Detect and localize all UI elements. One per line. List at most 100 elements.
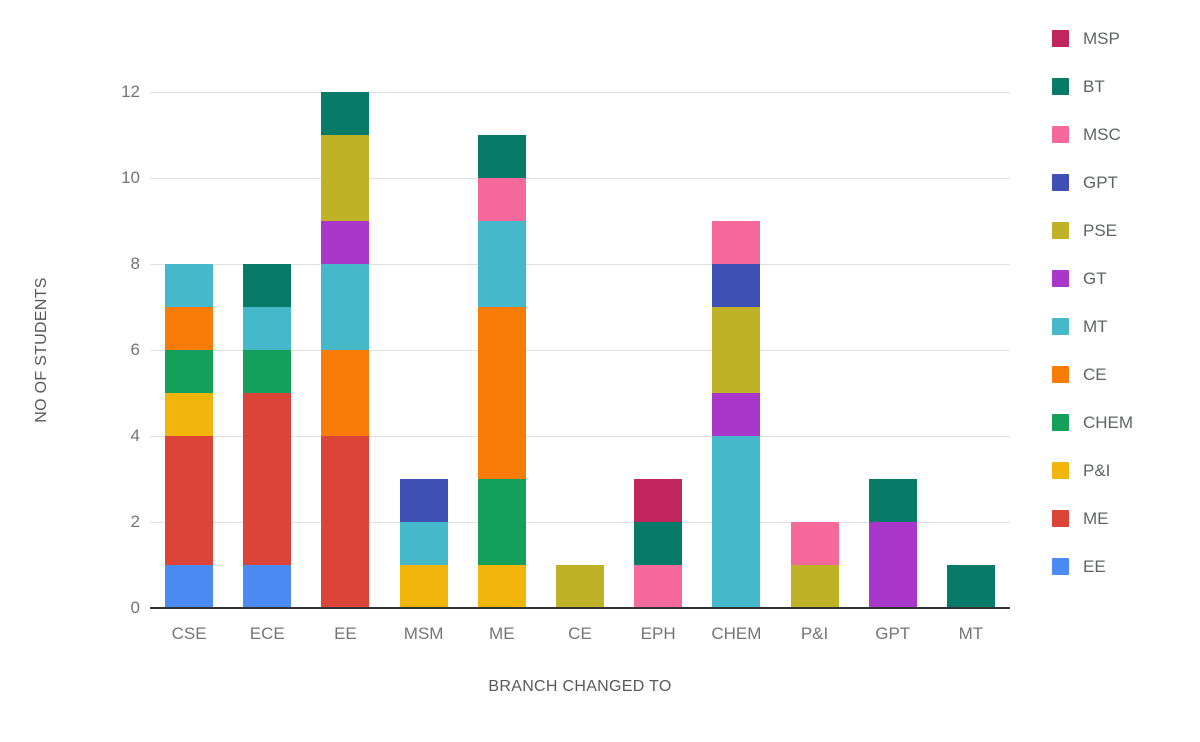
- bar-segment-ME-CHEM[interactable]: [477, 479, 526, 565]
- legend-item-MSP[interactable]: MSP: [1052, 28, 1133, 48]
- legend-item-PSE[interactable]: PSE: [1052, 221, 1133, 240]
- x-category-label-MT: MT: [958, 624, 984, 643]
- legend-swatch-icon: [1052, 126, 1069, 143]
- bar-segment-EPH-MSC[interactable]: [634, 565, 683, 608]
- legend-label: GPT: [1083, 172, 1118, 192]
- legend-label: BT: [1083, 76, 1105, 96]
- bar-segment-EE-ME[interactable]: [321, 436, 370, 608]
- bar-MSM: [399, 479, 448, 608]
- legend-label: MSP: [1083, 28, 1120, 48]
- legend-item-P&I[interactable]: P&I: [1052, 461, 1133, 480]
- legend-swatch-icon: [1052, 318, 1069, 335]
- bar-segment-EE-PSE[interactable]: [321, 135, 370, 221]
- gridline-4: [150, 436, 1010, 437]
- legend-label: CHEM: [1083, 412, 1134, 432]
- x-axis-line: [150, 607, 1010, 609]
- bar-segment-CHEM-PSE[interactable]: [712, 307, 761, 393]
- bar-segment-ECE-ME[interactable]: [243, 393, 292, 565]
- x-category-label-EE: EE: [334, 624, 357, 643]
- y-tick-label-12: 12: [121, 82, 140, 101]
- bar-segment-CSE-CHEM[interactable]: [165, 350, 214, 393]
- bar-EE: [321, 92, 370, 608]
- bar-segment-ME-MT[interactable]: [477, 221, 526, 307]
- x-category-label-ECE: ECE: [249, 624, 285, 643]
- legend-item-CHEM[interactable]: CHEM: [1052, 412, 1134, 432]
- legend-item-EE[interactable]: EE: [1052, 556, 1133, 576]
- legend-label: MT: [1083, 316, 1108, 336]
- x-category-label-CE: CE: [568, 624, 592, 643]
- legend-item-MT[interactable]: MT: [1052, 316, 1133, 336]
- y-tick-label-2: 2: [130, 512, 140, 531]
- legend-swatch-icon: [1052, 366, 1069, 383]
- bar-segment-EPH-MSP[interactable]: [634, 479, 683, 522]
- legend-item-ME[interactable]: ME: [1052, 508, 1133, 528]
- legend: MSP BT MSC GPT PSE GT MT CE CHEM P&I ME EE: [1052, 28, 1134, 606]
- bar-segment-ECE-BT[interactable]: [243, 264, 292, 307]
- legend-swatch-icon: [1052, 270, 1069, 287]
- x-category-label-GPT: GPT: [875, 624, 911, 643]
- bar-CSE: [165, 264, 214, 608]
- bar-segment-EE-CE[interactable]: [321, 350, 370, 436]
- y-tick-label-0: 0: [130, 598, 140, 617]
- x-category-label-P&I: P&I: [800, 624, 829, 643]
- legend-item-GT[interactable]: GT: [1052, 268, 1133, 288]
- bar-segment-ME-CE[interactable]: [477, 307, 526, 479]
- bar-segment-CSE-ME[interactable]: [165, 436, 214, 565]
- bar-segment-EE-BT[interactable]: [321, 92, 370, 135]
- y-tick-label-8: 8: [130, 254, 140, 273]
- y-tick-label-10: 10: [121, 168, 140, 187]
- bar-segment-CSE-CE[interactable]: [165, 307, 214, 350]
- bar-segment-CSE-MT[interactable]: [165, 264, 214, 307]
- legend-label: MSC: [1083, 124, 1121, 144]
- legend-label: GT: [1083, 268, 1107, 288]
- bar-segment-GPT-BT[interactable]: [868, 479, 917, 522]
- legend-item-MSC[interactable]: MSC: [1052, 124, 1133, 144]
- bar-segment-EPH-BT[interactable]: [634, 522, 683, 565]
- bar-segment-ECE-MT[interactable]: [243, 307, 292, 350]
- gridline-6: [150, 350, 1010, 351]
- bar-ME: [477, 135, 526, 608]
- bar-segment-EE-GT[interactable]: [321, 221, 370, 264]
- bar-segment-CHEM-MT[interactable]: [712, 436, 761, 608]
- gridline-10: [150, 178, 1010, 179]
- bar-segment-MSM-P&I[interactable]: [399, 565, 448, 608]
- y-tick-label-4: 4: [130, 426, 140, 445]
- gridline-8: [150, 264, 1010, 265]
- bar-segment-MT-BT[interactable]: [946, 565, 995, 608]
- bar-segment-CHEM-MSC[interactable]: [712, 221, 761, 264]
- bar-segment-P&I-MSC[interactable]: [790, 522, 839, 565]
- legend-swatch-icon: [1052, 174, 1069, 191]
- legend-swatch-icon: [1052, 30, 1069, 47]
- bar-CE: [556, 565, 604, 608]
- bar-segment-CHEM-GPT[interactable]: [712, 264, 761, 307]
- bar-segment-EE-MT[interactable]: [321, 264, 370, 350]
- bar-segment-GPT-GT[interactable]: [868, 522, 917, 608]
- bar-P&I: [790, 522, 839, 608]
- bar-segment-CSE-P&I[interactable]: [165, 393, 214, 436]
- bar-segment-ECE-EE[interactable]: [243, 565, 292, 608]
- legend-swatch-icon: [1052, 510, 1069, 527]
- legend-swatch-icon: [1052, 462, 1069, 479]
- bar-segment-MSM-MT[interactable]: [399, 522, 448, 565]
- bar-segment-MSM-GPT[interactable]: [399, 479, 448, 522]
- legend-label: EE: [1083, 556, 1106, 576]
- bar-segment-ME-P&I[interactable]: [477, 565, 526, 608]
- x-axis-title: BRANCH CHANGED TO: [488, 678, 672, 695]
- bar-segment-P&I-PSE[interactable]: [790, 565, 839, 608]
- legend-item-CE[interactable]: CE: [1052, 365, 1133, 384]
- bar-segment-ECE-CHEM[interactable]: [243, 350, 292, 393]
- x-category-label-CHEM: CHEM: [711, 624, 762, 643]
- bar-segment-CHEM-GT[interactable]: [712, 393, 761, 436]
- legend-item-GPT[interactable]: GPT: [1052, 172, 1133, 192]
- bar-segment-ME-BT[interactable]: [477, 135, 526, 178]
- legend-label: ME: [1083, 508, 1109, 528]
- x-category-label-CSE: CSE: [171, 624, 207, 643]
- bar-segment-CE-PSE[interactable]: [556, 565, 604, 608]
- plot-area: [150, 92, 1010, 609]
- x-category-label-MSM: MSM: [403, 624, 444, 643]
- bar-segment-ME-MSC[interactable]: [477, 178, 526, 221]
- x-category-label-ME: ME: [489, 624, 515, 643]
- legend-item-BT[interactable]: BT: [1052, 76, 1133, 96]
- bar-segment-CSE-EE[interactable]: [165, 565, 214, 608]
